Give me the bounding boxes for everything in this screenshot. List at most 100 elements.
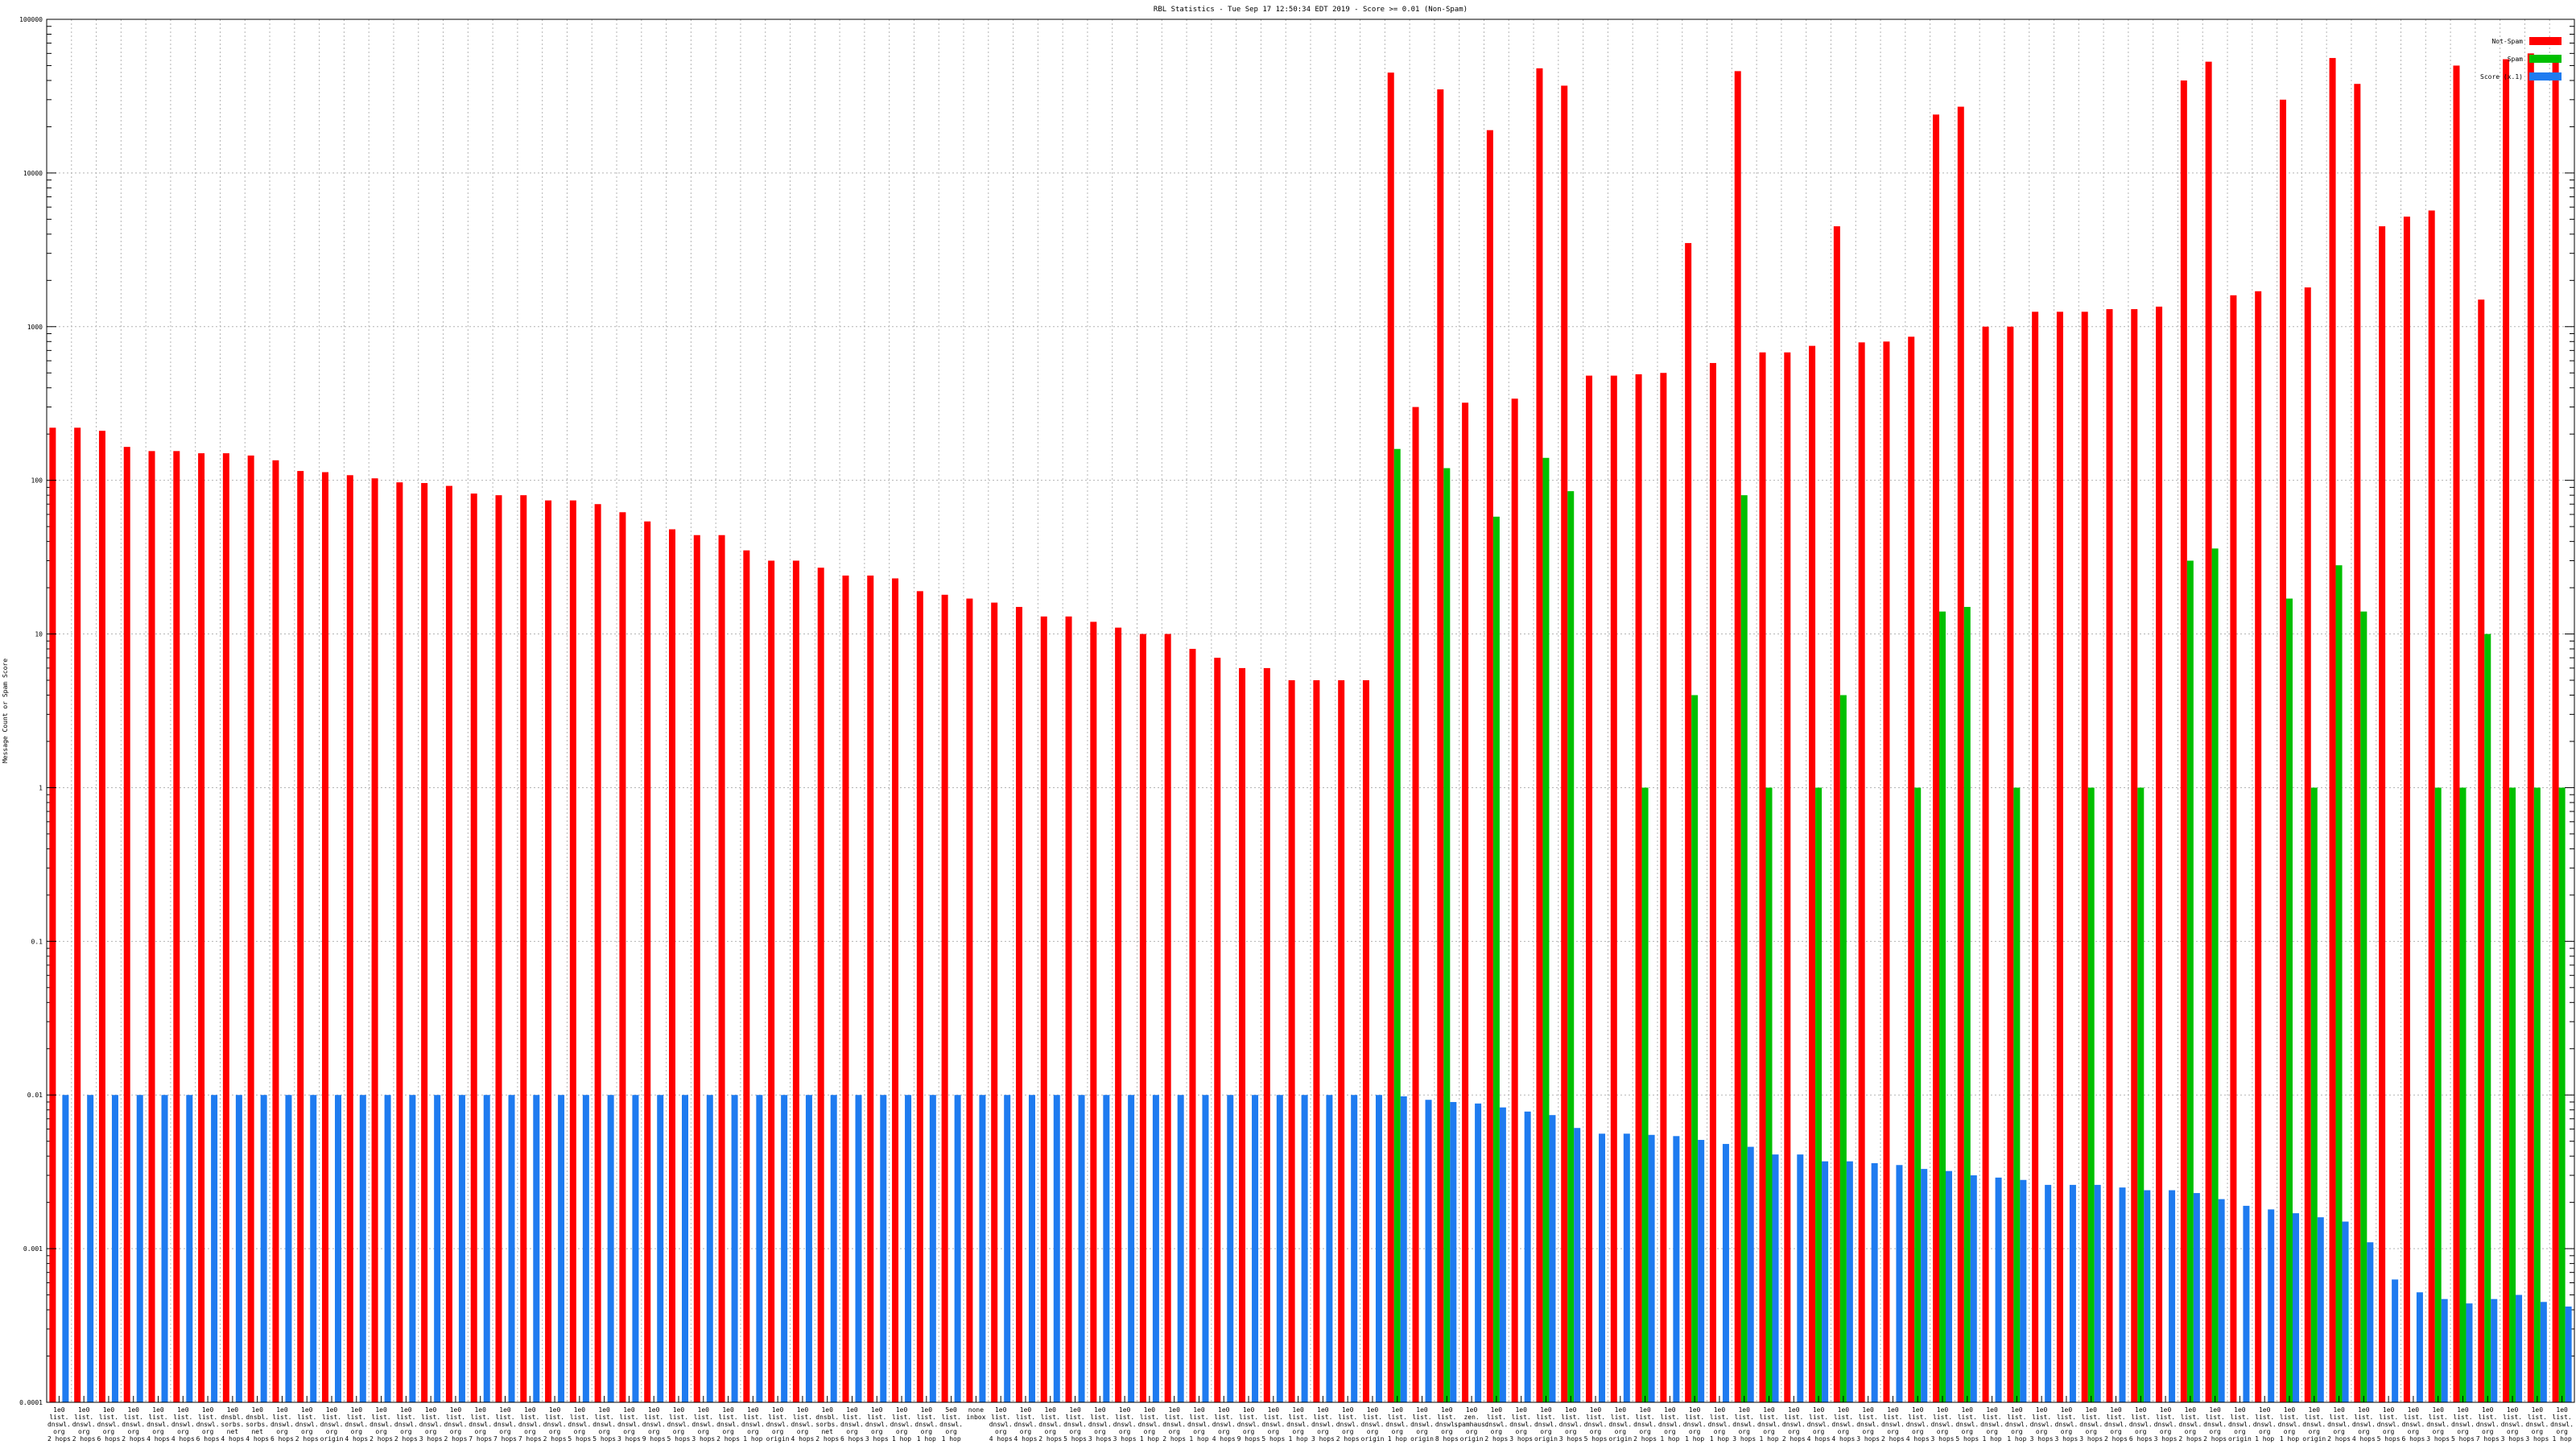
x-category-label: 1e0 list. dnswl. org 3 hops — [691, 1406, 715, 1443]
x-category-label: 1e0 list. dnswl. org 1 hop — [1980, 1406, 2004, 1443]
bar-score — [1177, 1095, 1184, 1402]
x-category-label: 1e0 list. dnswl. org 5 hops — [1584, 1406, 1608, 1443]
bar-score — [2342, 1221, 2349, 1402]
x-category-label: 1e0 list. dnswl. org 7 hops — [2476, 1406, 2500, 1443]
x-category-label: 1e0 list. dnswl. org 3 hops — [1931, 1406, 1955, 1443]
bar-score — [409, 1095, 416, 1402]
bar-not-spam — [1982, 326, 1989, 1402]
bar-spam — [1740, 495, 1748, 1402]
bar-not-spam — [1586, 375, 1593, 1403]
bar-score — [1152, 1095, 1159, 1402]
x-category-label: 1e0 list. dnswl. org 2 hops — [2104, 1406, 2128, 1443]
bar-score — [2268, 1209, 2275, 1402]
bar-score — [855, 1095, 862, 1402]
bar-not-spam — [1784, 352, 1791, 1402]
x-category-label: 1e0 list. dnswl. org 6 hops — [196, 1406, 220, 1443]
bar-not-spam — [693, 535, 700, 1403]
bar-score — [483, 1095, 490, 1402]
x-category-label: 1e0 list. dnswl. org 3 hops — [419, 1406, 443, 1443]
bar-not-spam — [2007, 326, 2014, 1402]
bar-score — [1499, 1107, 1506, 1402]
x-category-label: 1e0 list. dnswl. org 4 hops — [147, 1406, 170, 1443]
bar-not-spam — [2255, 291, 2262, 1403]
bar-spam — [2484, 634, 2491, 1402]
bar-not-spam — [792, 560, 799, 1402]
y-tick-label: 100000 — [19, 16, 43, 23]
bar-not-spam — [743, 550, 750, 1403]
bar-score — [359, 1095, 366, 1402]
x-category-label: 1e0 list. dnswl. org 6 hops — [97, 1406, 121, 1443]
x-category-label: 1e0 list. dnswl. org 3 hops — [1113, 1406, 1137, 1443]
x-category-label: 1e0 list. dnswl. org 5 hops — [1063, 1406, 1087, 1443]
bar-not-spam — [1908, 336, 1915, 1403]
bar-spam — [2013, 787, 2021, 1402]
bar-spam — [2335, 565, 2343, 1403]
x-category-label: 1e0 list. dnswl. org origin — [766, 1406, 790, 1443]
x-category-label: 1e0 list. dnswl. org 3 hops — [2079, 1406, 2103, 1443]
bar-not-spam — [470, 493, 477, 1402]
bar-spam — [1691, 695, 1699, 1402]
bar-spam — [1963, 606, 1971, 1402]
legend-swatch — [2529, 37, 2562, 45]
bar-not-spam — [768, 560, 775, 1402]
bar-not-spam — [1462, 402, 1469, 1402]
x-category-label: 1e0 list. dnswl. org 6 hops — [270, 1406, 294, 1443]
x-category-label: 1e0 list. dnswl. org 9 hops — [1237, 1406, 1261, 1443]
bar-score — [1202, 1095, 1209, 1402]
bar-score — [781, 1095, 788, 1402]
x-category-label: 1e0 list. dnswl. org 3 hops — [2054, 1406, 2078, 1443]
grid-lines — [47, 19, 2574, 1402]
bar-not-spam — [2552, 56, 2559, 1403]
x-category-label: 1e0 list. dnswl. org 1 hop — [1757, 1406, 1781, 1443]
bar-score — [533, 1095, 540, 1402]
bar-score — [285, 1095, 292, 1402]
bar-score — [1450, 1101, 1457, 1402]
bar-not-spam — [123, 447, 130, 1403]
bars — [49, 53, 2572, 1403]
x-category-label: 1e0 list. dnswl. org 8 hops — [1435, 1406, 1459, 1443]
bar-not-spam — [74, 427, 81, 1402]
bar-not-spam — [941, 594, 948, 1402]
bar-not-spam — [1486, 130, 1493, 1402]
bar-score — [1946, 1170, 1953, 1402]
bar-score — [260, 1095, 267, 1402]
bar-spam — [2310, 787, 2318, 1402]
bar-spam — [2186, 560, 2194, 1402]
bar-not-spam — [2081, 312, 2088, 1402]
bar-score — [2491, 1298, 2498, 1402]
bar-score — [1128, 1095, 1135, 1402]
bar-score — [1574, 1128, 1581, 1402]
x-category-label: 1e0 list. dnswl. org 3 hops — [2154, 1406, 2178, 1443]
y-tick-label: 0.001 — [23, 1245, 43, 1253]
y-tick-label: 0.01 — [27, 1092, 43, 1099]
bar-score — [1400, 1096, 1407, 1402]
y-tick-label: 100 — [31, 477, 43, 485]
bar-score — [1599, 1133, 1606, 1402]
legend-label: Spam — [2508, 56, 2523, 63]
bar-score — [979, 1095, 986, 1402]
bar-not-spam — [1189, 649, 1196, 1402]
bar-score — [929, 1095, 936, 1402]
bar-not-spam — [1709, 362, 1716, 1402]
bar-spam — [1393, 448, 1401, 1403]
bar-not-spam — [1437, 89, 1444, 1402]
bar-score — [706, 1095, 713, 1402]
bar-not-spam — [1858, 342, 1865, 1403]
x-category-label: 1e0 list. dnswl. org 2 hops — [2327, 1406, 2351, 1443]
x-category-label: 1e0 dnsbl. sorbs. net 4 hops — [221, 1406, 244, 1443]
x-category-label: 1e0 list. dnswl. org 2 hops — [47, 1406, 71, 1443]
x-category-label: 1e0 list. dnswl. org 4 hops — [1212, 1406, 1236, 1443]
x-category-label: 1e0 list. dnswl. org origin — [1361, 1406, 1385, 1443]
bar-score — [2292, 1213, 2299, 1402]
bar-not-spam — [1412, 407, 1419, 1403]
bar-score — [1103, 1095, 1110, 1402]
x-category-label: 1e0 list. dnswl. org 4 hops — [1014, 1406, 1038, 1443]
bar-not-spam — [1263, 667, 1270, 1402]
bar-not-spam — [1139, 634, 1146, 1402]
x-category-label: 1e0 list. dnswl. org 6 hops — [2129, 1406, 2153, 1443]
bar-score — [1475, 1103, 1482, 1402]
legend-label: Score (x.1) — [2480, 73, 2523, 80]
bar-score — [632, 1095, 639, 1402]
x-category-label: 1e0 list. dnswl. org 4 hops — [345, 1406, 368, 1443]
bar-score — [1772, 1154, 1779, 1402]
